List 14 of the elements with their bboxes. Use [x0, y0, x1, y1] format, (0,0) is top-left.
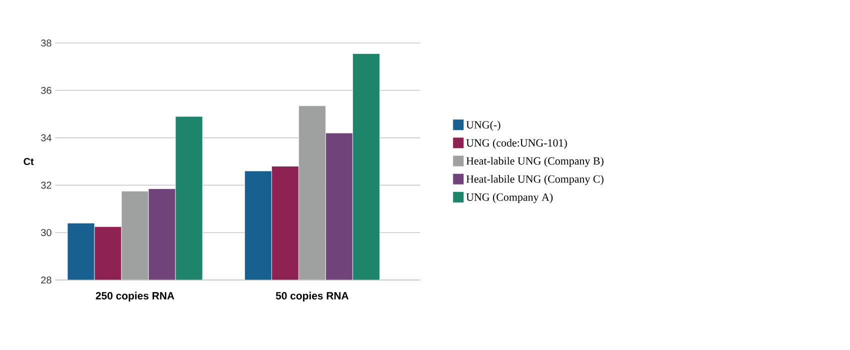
y-tick-label: 38: [41, 39, 52, 47]
y-tick-label: 30: [41, 229, 52, 236]
legend-label: UNG (code:UNG-101): [466, 138, 567, 149]
legend-label: Heat-labile UNG (Company C): [466, 175, 604, 185]
y-axis-title: Ct: [24, 158, 34, 166]
x-tick-label: 50 copies RNA: [276, 292, 349, 302]
legend-label: UNG (Company A): [466, 193, 553, 204]
y-tick-label: 28: [41, 276, 52, 284]
x-tick-label: 250 copies RNA: [96, 292, 174, 302]
y-tick-label: 34: [41, 134, 52, 142]
y-tick-label: 36: [41, 86, 52, 94]
legend-label: UNG(-): [466, 120, 500, 131]
y-tick-label: 32: [41, 182, 52, 189]
legend-label: Heat-labile UNG (Company B): [466, 156, 604, 167]
